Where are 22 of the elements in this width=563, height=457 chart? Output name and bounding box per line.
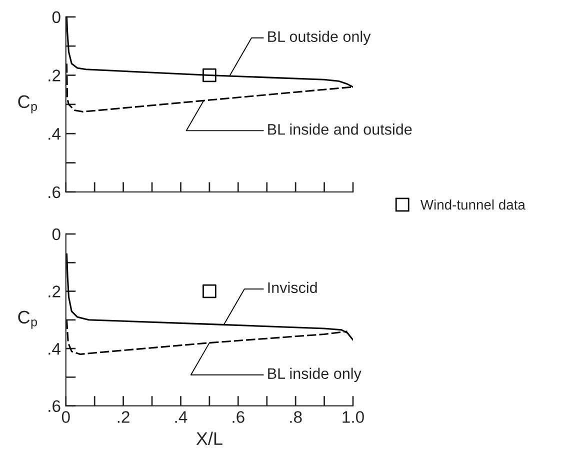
x-tick-label: 0 — [62, 411, 70, 423]
y-tick-label: .2 — [48, 70, 60, 82]
text: Inviscid — [268, 282, 317, 294]
y-tick-label: 0 — [52, 11, 60, 24]
text: BL outside only — [268, 30, 371, 46]
legend-label: Wind-tunnel data — [420, 199, 526, 210]
x-axis-title: X/L — [196, 432, 222, 446]
y-tick-label: .4 — [48, 128, 61, 140]
x-tick-label: .6 — [232, 411, 244, 423]
x-tick-label: .8 — [290, 411, 302, 423]
x-tick-label: 1.0 — [342, 411, 364, 423]
y-tick-label: .4 — [48, 343, 61, 355]
y-axis-title: C$_{p}$ — [18, 95, 37, 114]
y-tick-label: .6 — [48, 186, 60, 198]
y-tick-label: .6 — [48, 400, 60, 412]
series-label: BL inside and outside — [268, 124, 412, 135]
x-tick-label: .4 — [175, 411, 188, 423]
y-tick-label: .2 — [48, 286, 60, 298]
y-tick-label: 0 — [52, 228, 60, 240]
series-label: BL inside only — [268, 368, 362, 382]
y-axis-title: C$_{p}$ — [18, 310, 37, 329]
x-tick-label: .2 — [118, 411, 130, 423]
